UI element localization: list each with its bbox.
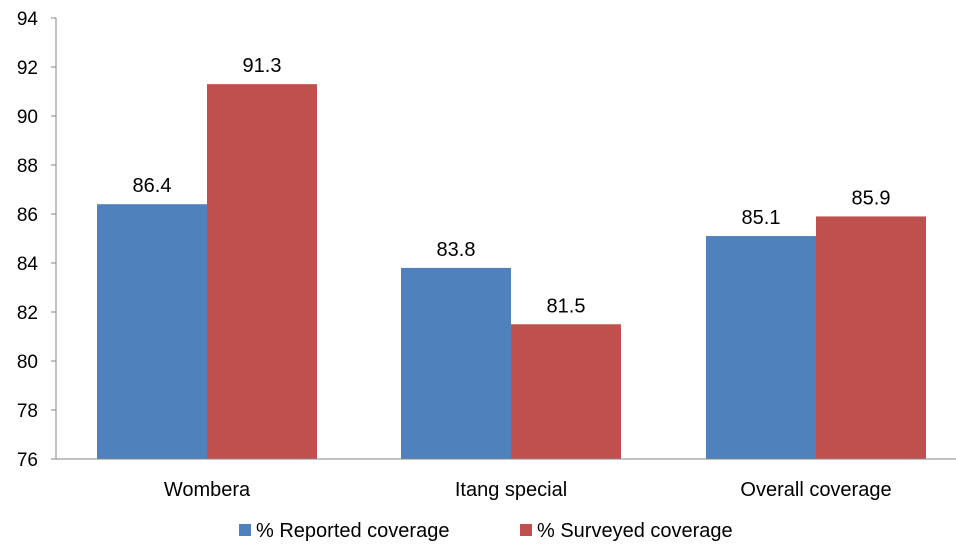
bar-surveyed-1: [511, 324, 621, 459]
y-tick-label: 94: [17, 9, 39, 30]
bar-reported-0: [97, 204, 207, 459]
y-tick-label: 76: [17, 450, 38, 471]
data-label: 85.1: [742, 207, 781, 229]
y-tick-label: 80: [17, 352, 38, 373]
x-category-label: Itang special: [455, 479, 567, 501]
y-axis-ticks: 76 78 80 82 84 86 88 90 92 94: [17, 9, 56, 471]
y-tick-label: 88: [17, 156, 38, 177]
y-tick-label: 92: [17, 58, 38, 79]
data-labels: 86.4 91.3 83.8 81.5 85.1 85.9: [133, 55, 891, 317]
bar-surveyed-0: [207, 84, 317, 460]
bar-surveyed-2: [816, 216, 926, 459]
bar-reported-2: [706, 236, 816, 459]
y-tick-label: 82: [17, 303, 38, 324]
data-label: 86.4: [133, 175, 172, 197]
y-tick-label: 90: [17, 107, 38, 128]
y-tick-label: 86: [17, 205, 38, 226]
data-label: 91.3: [243, 55, 282, 77]
bars: [97, 84, 926, 460]
data-label: 81.5: [547, 295, 586, 317]
y-tick-label: 84: [17, 254, 39, 275]
legend-swatch: [239, 524, 251, 536]
legend: % Reported coverage % Surveyed coverage: [239, 520, 733, 542]
data-label: 83.8: [437, 239, 476, 261]
legend-swatch: [520, 524, 532, 536]
bar-reported-1: [401, 267, 511, 459]
x-category-label: Overall coverage: [740, 479, 891, 501]
y-tick-label: 78: [17, 401, 38, 422]
legend-label: % Reported coverage: [256, 520, 449, 542]
x-category-label: Wombera: [164, 479, 251, 501]
legend-label: % Surveyed coverage: [537, 520, 733, 542]
data-label: 85.9: [852, 187, 891, 209]
x-axis-category-labels: Wombera Itang special Overall coverage: [164, 479, 892, 501]
